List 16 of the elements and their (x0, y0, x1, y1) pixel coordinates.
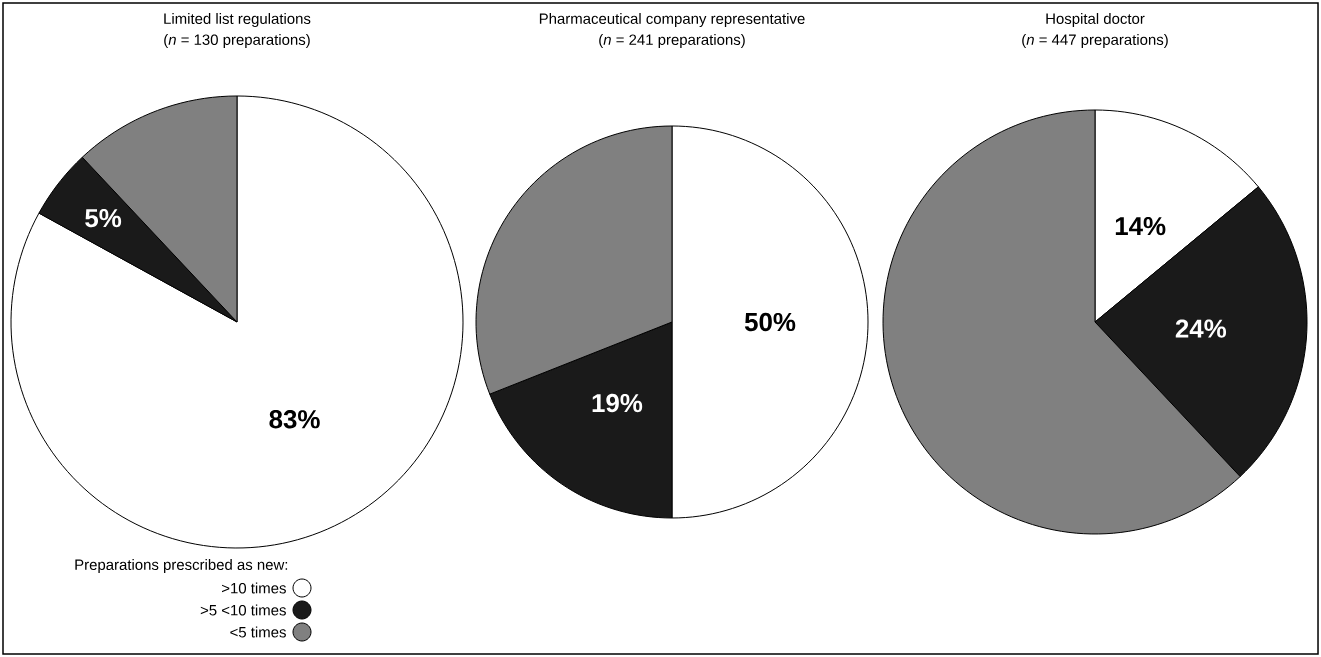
chart-subtitle: (n = 130 preparations) (164, 34, 310, 48)
legend-label: >10 times (222, 582, 286, 594)
chart-title: Limited list regulations (164, 13, 311, 27)
chart-subtitle: (n = 241 preparations) (599, 34, 745, 48)
data-label: 19% (592, 393, 643, 413)
chart-subtitle: (n = 447 preparations) (1022, 34, 1168, 48)
data-label: 14% (1115, 216, 1166, 236)
data-label: 24% (1175, 319, 1227, 338)
legend-label: >5 <10 times (200, 604, 286, 616)
chart-title: Hospital doctor (1046, 13, 1145, 27)
chart-title: Pharmaceutical company representative (539, 13, 805, 27)
legend-title: Preparations prescribed as new: (75, 559, 288, 573)
legend-label: <5 times (230, 626, 286, 638)
data-label: 50% (744, 312, 796, 332)
data-label: 5% (85, 208, 122, 228)
data-label: 83% (269, 410, 320, 429)
